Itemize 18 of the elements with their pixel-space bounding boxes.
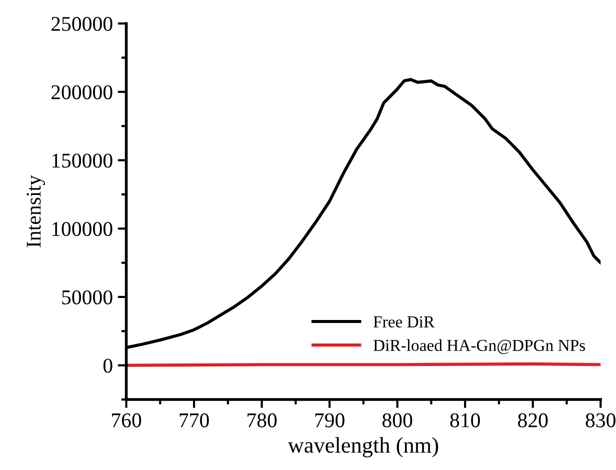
x-tick-label: 800	[382, 413, 412, 428]
x-tick-label: 790	[315, 413, 344, 428]
legend-label: DiR-loaed HA-Gn@DPGn NPs	[374, 339, 585, 354]
x-axis-title: wavelength (nm)	[288, 437, 438, 458]
y-tick-label: 250000	[52, 16, 112, 31]
y-tick-label: 50000	[62, 290, 112, 304]
legend-label: Free DiR	[374, 316, 435, 328]
y-tick-label: 100000	[52, 222, 112, 236]
y-tick-label: 200000	[52, 85, 112, 100]
x-tick-label: 830	[586, 413, 616, 428]
y-tick-label: 0	[103, 358, 112, 373]
x-tick-label: 780	[248, 413, 277, 428]
x-tick-label: 760	[112, 413, 142, 428]
x-tick-label: 820	[518, 413, 548, 428]
x-tick-label: 770	[180, 413, 209, 428]
y-tick-label: 150000	[52, 154, 112, 168]
x-tick-label: 810	[450, 413, 480, 428]
y-axis-title: Intensity	[26, 175, 46, 248]
